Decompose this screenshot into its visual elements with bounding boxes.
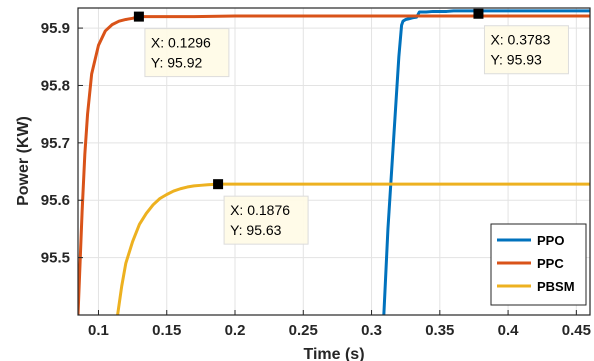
- x-tick-label: 0.2: [225, 322, 246, 339]
- datatip-y-value: Y: 95.93: [490, 52, 542, 68]
- datatip-marker: [213, 179, 224, 190]
- datatip-x-value: X: 0.1876: [230, 202, 290, 218]
- legend-label-ppc: PPC: [537, 256, 564, 271]
- datatip-marker: [133, 11, 144, 22]
- series-lines: [78, 9, 590, 315]
- axis-ticks: 0.1 0.15 0.2 0.25 0.3 0.35 0.4 0.45 95.5 95.6 95.7…: [41, 20, 591, 339]
- datatip-x-value: X: 0.1296: [151, 35, 211, 51]
- datatip-box: [223, 195, 309, 245]
- y-tick-label: 95.5: [41, 250, 70, 267]
- y-tick-label: 95.9: [41, 20, 70, 37]
- legend-label-pbsm: PBSM: [537, 279, 575, 294]
- datatip-y-value: Y: 95.92: [151, 55, 203, 71]
- datatip: X: 0.1876 Y: 95.63: [223, 195, 309, 245]
- series-line-ppc: [78, 14, 590, 315]
- datatip-x-value: X: 0.3783: [490, 32, 550, 48]
- x-tick-label: 0.4: [498, 322, 520, 339]
- x-tick-label: 0.45: [562, 322, 591, 339]
- y-tick-label: 95.8: [41, 77, 70, 94]
- legend: PPO PPC PBSM: [490, 223, 587, 306]
- y-tick-label: 95.6: [41, 192, 70, 209]
- y-axis-label: Power (KW): [15, 116, 32, 206]
- plot-frame: [77, 7, 591, 316]
- datatip-markers: [133, 8, 484, 190]
- datatip-box: [483, 25, 569, 75]
- series-line-pbsm: [116, 182, 590, 315]
- legend-label-ppo: PPO: [537, 233, 564, 248]
- x-tick-label: 0.15: [152, 322, 181, 339]
- series-line-ppo: [382, 9, 590, 315]
- datatips: X: 0.1296 Y: 95.92 X: 0.3783 Y: 95.93 X: 0.1…: [144, 25, 569, 245]
- datatip-box: [144, 28, 230, 78]
- datatip: X: 0.1296 Y: 95.92: [144, 28, 230, 78]
- x-tick-label: 0.35: [425, 322, 454, 339]
- datatip-marker: [473, 8, 484, 19]
- datatip-y-value: Y: 95.63: [230, 222, 282, 238]
- x-axis-label: Time (s): [303, 346, 364, 361]
- datatip: X: 0.3783 Y: 95.93: [483, 25, 569, 75]
- y-tick-label: 95.7: [41, 135, 70, 152]
- x-tick-label: 0.3: [361, 322, 382, 339]
- x-tick-label: 0.1: [88, 322, 109, 339]
- x-tick-label: 0.25: [289, 322, 318, 339]
